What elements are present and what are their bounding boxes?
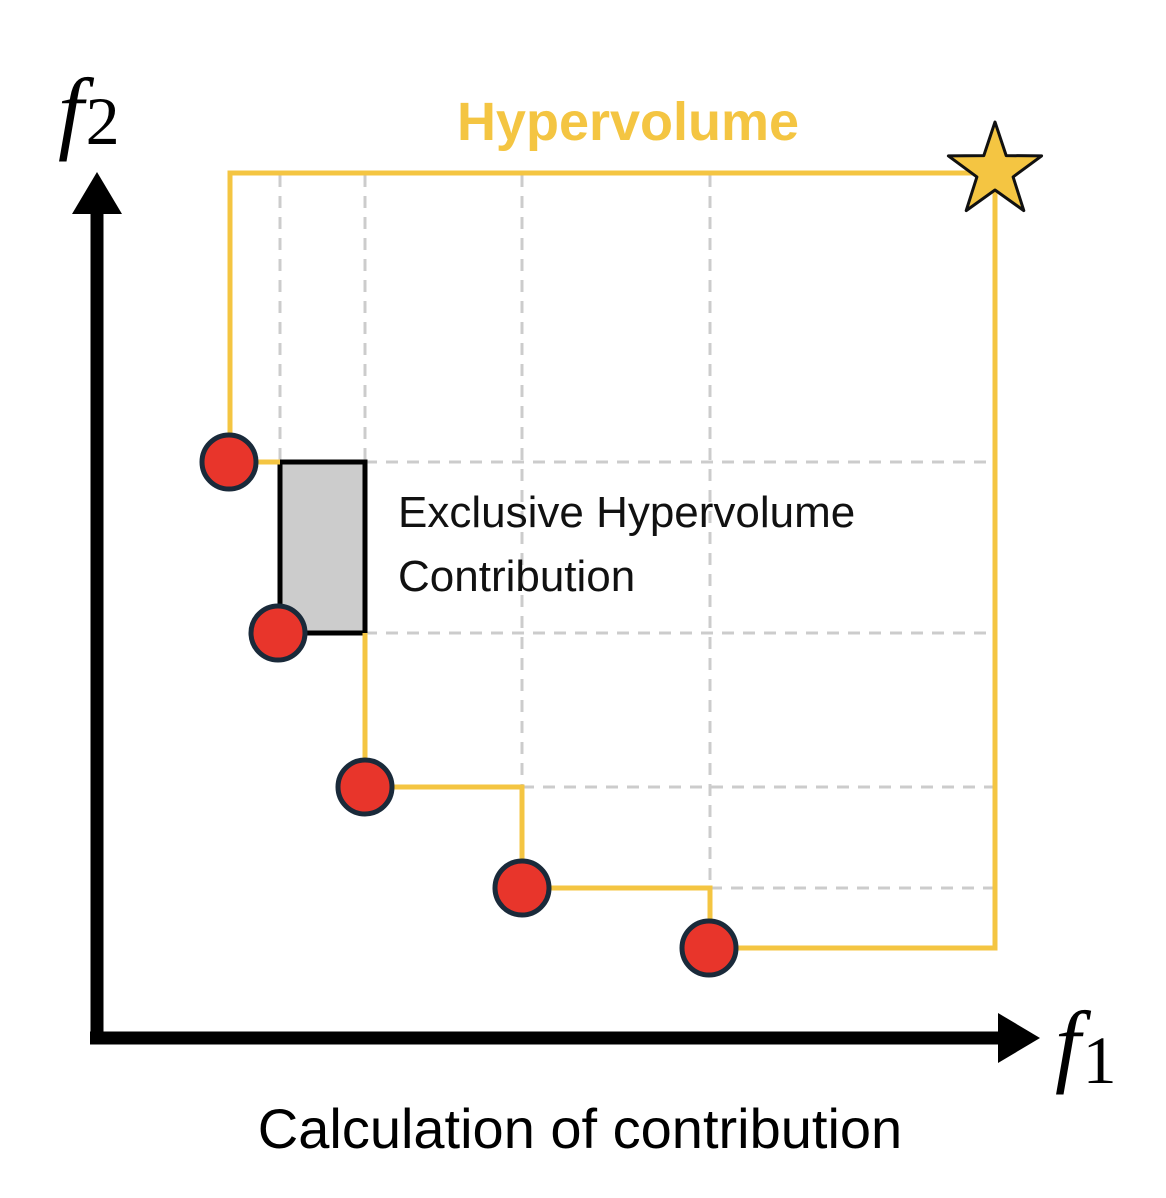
x-axis-label: f1	[1055, 993, 1117, 1098]
contribution-label-line2: Contribution	[398, 552, 635, 601]
pareto-point-5	[679, 918, 739, 978]
pareto-point-1	[199, 432, 259, 492]
grid-lines	[278, 175, 995, 948]
y-axis-label: f2	[58, 60, 120, 162]
pareto-point-4	[492, 858, 552, 918]
y-axis-arrowhead	[72, 172, 122, 214]
star-icon	[946, 120, 1044, 213]
figure-caption: Calculation of contribution	[258, 1097, 902, 1160]
exclusive-contribution-box	[277, 459, 368, 636]
pareto-points	[199, 432, 739, 978]
y-axis-subscript: 2	[86, 83, 120, 159]
axes	[72, 172, 1040, 1063]
x-axis-subscript: 1	[1083, 1022, 1117, 1098]
x-axis-arrowhead	[998, 1013, 1040, 1063]
pareto-point-3	[335, 757, 395, 817]
hypervolume-title: Hypervolume	[457, 92, 799, 152]
pareto-point-2	[248, 603, 308, 663]
contribution-label-line1: Exclusive Hypervolume	[398, 488, 855, 537]
